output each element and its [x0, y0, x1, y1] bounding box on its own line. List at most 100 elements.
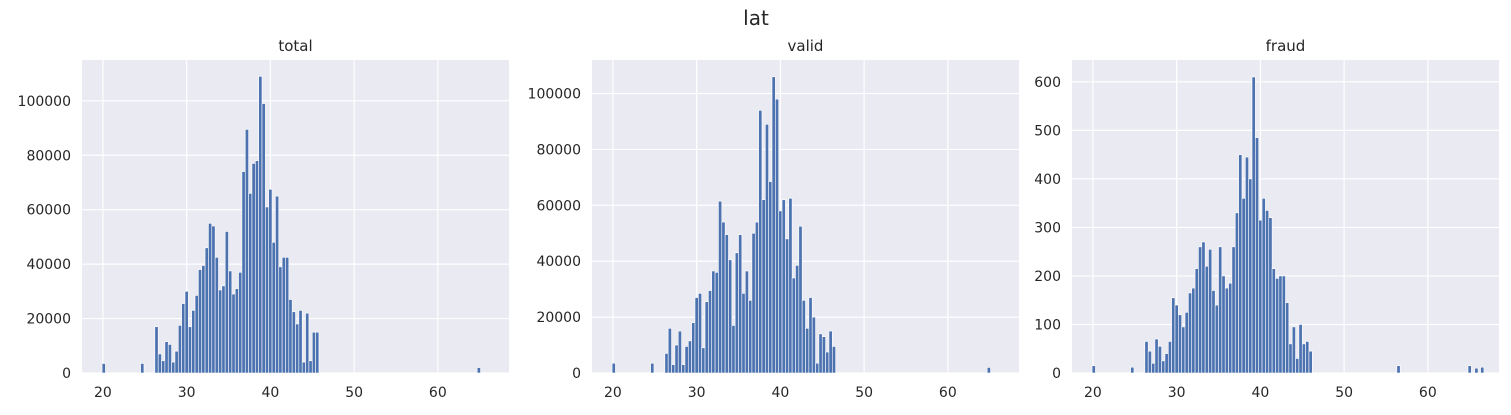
histogram-bar	[694, 297, 699, 374]
y-tick-label: 0	[62, 366, 71, 382]
histogram-bar	[161, 360, 166, 374]
histogram-bar	[1198, 246, 1203, 374]
histogram-bar	[1091, 365, 1096, 374]
histogram-bar	[234, 288, 239, 374]
histogram-bar	[238, 271, 243, 374]
histogram-bar	[295, 323, 300, 374]
histogram-bar	[198, 269, 203, 374]
histogram-bar	[704, 301, 709, 374]
histogram-bar	[1480, 366, 1485, 374]
histogram-bar	[611, 362, 616, 374]
y-tick-label: 80000	[26, 148, 71, 164]
histogram-bar	[157, 353, 162, 374]
histogram-bar	[1191, 287, 1196, 374]
histogram-bar	[677, 330, 682, 374]
histogram-bar	[476, 367, 481, 374]
histogram-bar	[194, 295, 199, 374]
histogram-bar	[714, 272, 719, 374]
histogram-bar	[231, 293, 236, 374]
histogram-bar	[734, 252, 739, 374]
x-tick-label: 30	[178, 385, 196, 401]
subplot-title: total	[278, 37, 312, 55]
y-tick-label: 100000	[18, 94, 71, 110]
x-tick-label: 30	[688, 385, 706, 401]
histogram-bar	[188, 326, 192, 374]
histogram-bar	[1167, 341, 1172, 374]
histogram-bar	[140, 363, 145, 374]
histogram-bar	[268, 188, 273, 374]
y-tick-label: 40000	[536, 254, 581, 270]
histogram-bar	[818, 333, 823, 374]
histogram-bar	[204, 247, 209, 374]
histogram-bar	[1234, 212, 1239, 374]
x-tick-label: 50	[345, 385, 363, 401]
y-tick-label: 60000	[536, 198, 581, 214]
subplot-2: 0 20000 40000 60000 80000 100000 20 30 40 50 60 val…	[528, 37, 1019, 401]
histogram-bar	[201, 265, 206, 374]
histogram-bar	[1157, 346, 1162, 374]
histogram-bar	[258, 76, 263, 374]
histogram-bar	[1218, 246, 1223, 374]
histogram-bar	[308, 360, 313, 374]
histogram-bar	[731, 325, 736, 374]
x-tick-label: 30	[1168, 385, 1186, 401]
histogram-bar	[255, 160, 259, 374]
y-tick-label: 500	[1034, 123, 1061, 139]
histogram-bar	[798, 225, 803, 374]
histogram-bar	[828, 330, 833, 374]
y-tick-label: 300	[1034, 220, 1061, 236]
histogram-bar	[174, 350, 179, 374]
histogram-bar	[311, 331, 316, 374]
histogram-bar	[228, 270, 233, 374]
histogram-bar	[741, 293, 746, 374]
histogram-bar	[248, 193, 253, 374]
histogram-bar	[251, 163, 256, 374]
x-tick-label: 50	[1335, 385, 1353, 401]
y-tick-label: 60000	[26, 203, 71, 219]
histogram-bar	[1278, 275, 1283, 374]
histogram-bar	[1154, 338, 1159, 374]
histogram-bar	[1201, 241, 1206, 374]
x-tick-label: 40	[1251, 385, 1269, 401]
x-tick-label: 20	[94, 385, 112, 401]
histogram-bar	[748, 300, 753, 374]
y-tick-label: 200	[1034, 269, 1061, 285]
histogram-bar	[765, 123, 769, 374]
histogram-bar	[785, 238, 790, 374]
histogram-bar	[831, 346, 836, 374]
histogram-bar	[754, 221, 759, 374]
histogram-bar	[181, 303, 186, 374]
histogram-bar	[1271, 268, 1276, 374]
histogram-bar	[805, 327, 810, 374]
histogram-bar	[218, 289, 223, 374]
histogram-bar	[681, 364, 686, 374]
histogram-bar	[986, 367, 991, 374]
histogram-bar	[751, 232, 756, 374]
histogram-bar	[221, 285, 226, 374]
histogram-bar	[744, 270, 749, 374]
histogram-bar	[298, 310, 303, 374]
histogram-bar	[778, 210, 783, 374]
y-tick-label: 40000	[26, 257, 71, 273]
histogram-bar	[1245, 156, 1249, 374]
histogram-bar	[1396, 365, 1401, 374]
y-tick-label: 20000	[26, 312, 71, 328]
y-tick-label: 20000	[536, 310, 581, 326]
subplot-title: fraud	[1266, 37, 1306, 55]
x-tick-label: 60	[429, 385, 447, 401]
histogram-bar	[1174, 304, 1179, 374]
histogram-bar	[1130, 366, 1135, 374]
histogram-bar	[101, 363, 106, 374]
histogram-bar	[1144, 341, 1149, 374]
histogram-bar	[708, 290, 713, 374]
histogram-bar	[674, 344, 679, 374]
x-tick-label: 20	[1084, 385, 1102, 401]
histogram-bar	[801, 300, 806, 374]
histogram-bar	[1261, 198, 1266, 374]
histogram-bar	[1265, 210, 1270, 374]
histogram-bar	[1268, 217, 1273, 374]
histogram-bar	[1224, 287, 1229, 374]
histogram-bar	[1241, 198, 1246, 374]
histogram-bar	[1164, 353, 1169, 374]
